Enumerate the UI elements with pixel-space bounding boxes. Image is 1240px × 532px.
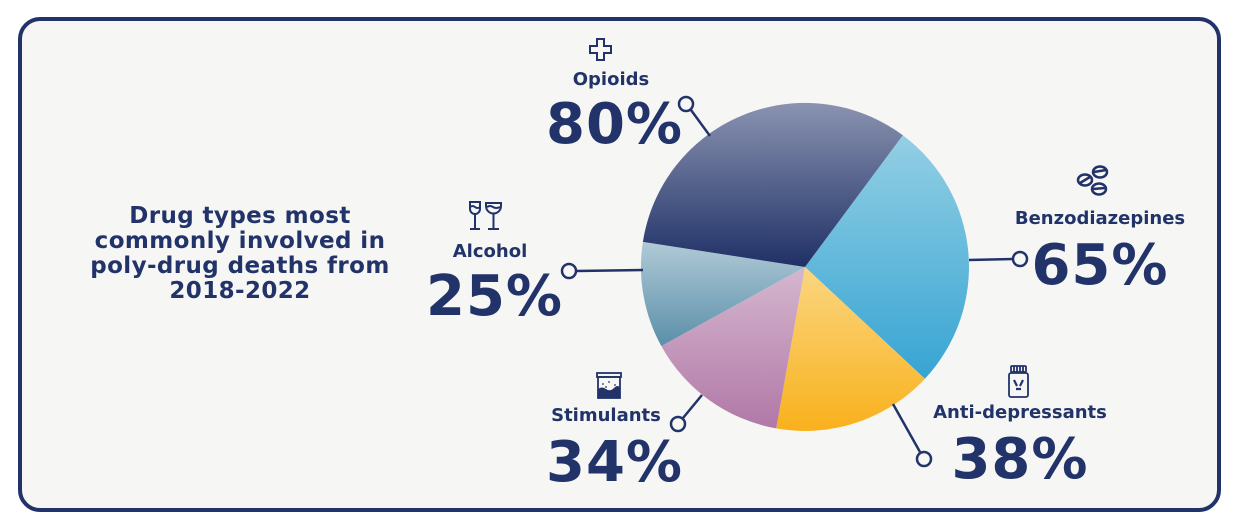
antidepressants-name: Anti-depressants bbox=[933, 402, 1107, 423]
pills-icon bbox=[1076, 165, 1109, 196]
opioids-connector-line bbox=[689, 109, 712, 137]
slice-benzodiazepines bbox=[805, 135, 969, 379]
label-opioids: Opioids 80% bbox=[546, 69, 684, 157]
title-line-2: commonly involved in bbox=[94, 228, 386, 254]
antidepressants-connector-dot bbox=[915, 450, 933, 468]
benzodiazepines-connector-line bbox=[968, 257, 1014, 262]
alcohol-name: Alcohol bbox=[452, 241, 528, 262]
slice-opioids bbox=[642, 102, 903, 267]
label-antidepressants: Anti-depressants 38% bbox=[920, 402, 1120, 490]
title-line-4: 2018-2022 bbox=[169, 278, 311, 304]
opioids-connector-dot bbox=[677, 95, 695, 113]
slice-alcohol bbox=[640, 241, 805, 346]
stimulants-connector-dot bbox=[669, 415, 687, 433]
powder-jar-icon bbox=[596, 372, 622, 399]
label-benzodiazepines: Benzodiazepines 65% bbox=[1005, 208, 1195, 296]
benzodiazepines-name: Benzodiazepines bbox=[1014, 208, 1186, 229]
label-stimulants: Stimulants 34% bbox=[546, 405, 684, 495]
pill-bottle-icon bbox=[1008, 365, 1029, 398]
antidepressants-percent: 38% bbox=[951, 427, 1089, 492]
opioids-name: Opioids bbox=[572, 69, 650, 90]
alcohol-connector-line bbox=[575, 268, 644, 273]
stimulants-percent: 34% bbox=[546, 430, 684, 495]
alcohol-connector-dot bbox=[560, 262, 578, 280]
slice-antidepressants bbox=[776, 267, 925, 431]
opioids-percent: 80% bbox=[546, 92, 684, 157]
title-line-3: poly-drug deaths from bbox=[90, 253, 390, 279]
antidepressants-connector-line bbox=[891, 403, 922, 453]
stimulants-name: Stimulants bbox=[551, 405, 661, 426]
benzodiazepines-percent: 65% bbox=[1031, 233, 1169, 298]
chart-title: Drug types most commonly involved in pol… bbox=[62, 204, 418, 304]
title-line-1: Drug types most bbox=[129, 203, 351, 229]
alcohol-percent: 25% bbox=[426, 264, 564, 329]
medical-cross-icon bbox=[589, 38, 612, 61]
label-alcohol: Alcohol 25% bbox=[426, 241, 564, 329]
slice-stimulants bbox=[661, 267, 805, 429]
stimulants-connector-line bbox=[682, 394, 703, 419]
benzodiazepines-connector-dot bbox=[1011, 250, 1029, 268]
wine-glasses-icon bbox=[469, 201, 502, 230]
